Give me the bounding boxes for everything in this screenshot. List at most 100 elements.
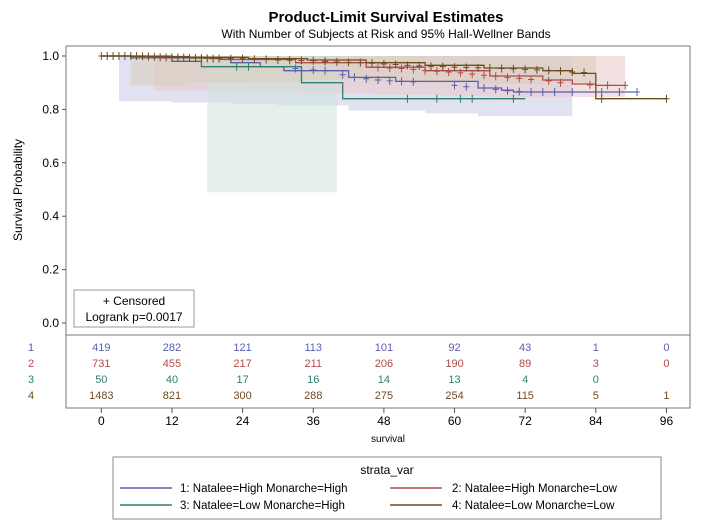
censor-mark-series-4 — [463, 63, 470, 72]
censor-mark-series-2 — [410, 65, 417, 74]
x-tick-label: 48 — [377, 414, 391, 428]
at-risk-row-label: 4 — [28, 390, 34, 402]
censor-mark-series-4 — [192, 54, 199, 63]
at-risk-value: 115 — [516, 390, 534, 402]
censor-mark-series-2 — [492, 72, 499, 81]
x-tick-label: 12 — [165, 414, 179, 428]
at-risk-value: 190 — [445, 358, 463, 370]
censor-mark-series-4 — [345, 58, 352, 67]
censor-mark-series-2 — [398, 64, 405, 73]
logrank-label: Logrank p=0.0017 — [85, 310, 182, 324]
censor-mark-series-1 — [528, 88, 535, 97]
censor-mark-series-2 — [557, 78, 564, 87]
y-tick-label: 0.2 — [42, 263, 59, 277]
censor-mark-series-4 — [157, 53, 164, 62]
censor-mark-series-4 — [104, 52, 111, 60]
censor-mark-series-1 — [463, 82, 470, 91]
x-tick-label: 0 — [98, 414, 105, 428]
censor-mark-series-1 — [598, 88, 605, 97]
censor-mark-series-4 — [427, 62, 434, 71]
censored-markers — [98, 52, 670, 103]
censor-mark-series-3 — [510, 94, 517, 103]
censor-mark-series-4 — [133, 52, 140, 60]
censor-mark-series-1 — [551, 88, 558, 97]
censor-mark-series-2 — [457, 68, 464, 77]
x-axis-ticks: 0 12 24 36 48 60 72 84 96 — [98, 408, 673, 428]
censor-mark-series-1 — [451, 81, 458, 90]
censor-mark-series-4 — [451, 63, 458, 72]
legend-title: strata_var — [360, 463, 413, 477]
censor-mark-series-4 — [522, 65, 529, 74]
censor-mark-series-1 — [504, 86, 511, 95]
censor-mark-series-1 — [480, 84, 487, 93]
censor-mark-series-4 — [533, 65, 540, 74]
censor-mark-series-1 — [616, 88, 623, 97]
confidence-bands — [119, 56, 626, 193]
at-risk-value: 89 — [519, 358, 531, 370]
censor-mark-series-2 — [422, 66, 429, 75]
censor-mark-series-4 — [369, 59, 376, 68]
censor-mark-series-1 — [398, 77, 405, 86]
censor-mark-series-1 — [339, 70, 346, 79]
censor-mark-series-1 — [516, 87, 523, 96]
censor-mark-series-4 — [127, 52, 134, 60]
censor-mark-series-3 — [457, 94, 464, 103]
censor-mark-series-4 — [439, 62, 446, 71]
censor-mark-series-4 — [204, 54, 211, 63]
censor-mark-series-4 — [510, 64, 517, 73]
censor-mark-series-4 — [475, 63, 482, 72]
legend-label-series-3: 3: Natalee=Low Monarche=High — [180, 500, 345, 512]
y-tick-label: 0.0 — [42, 316, 59, 330]
inset-box: + Censored Logrank p=0.0017 — [73, 289, 195, 328]
y-tick-label: 0.4 — [42, 209, 59, 223]
censor-mark-series-2 — [586, 80, 593, 89]
censor-mark-series-1 — [375, 76, 381, 85]
chart-subtitle: With Number of Subjects at Risk and 95% … — [221, 27, 550, 41]
at-risk-frame — [65, 334, 691, 409]
censor-mark-series-4 — [115, 52, 122, 60]
censor-mark-series-3 — [245, 62, 252, 71]
band-series-3 — [207, 56, 337, 193]
x-tick-label: 60 — [448, 414, 462, 428]
x-axis-label: survival — [371, 434, 405, 445]
legend-frame — [112, 456, 662, 520]
censor-mark-series-4 — [163, 53, 170, 62]
censor-mark-series-4 — [557, 66, 564, 75]
x-tick-label: 84 — [589, 414, 603, 428]
censor-mark-series-4 — [210, 54, 217, 63]
censor-mark-series-2 — [445, 68, 452, 77]
y-axis-label: Survival Probability — [11, 139, 25, 241]
censor-mark-series-4 — [298, 56, 305, 65]
censor-mark-series-4 — [581, 68, 588, 77]
censor-mark-series-4 — [174, 53, 181, 62]
at-risk-value: 3 — [593, 358, 599, 370]
at-risk-value: 731 — [92, 358, 110, 370]
at-risk-value: 211 — [304, 358, 322, 370]
at-risk-row-label: 3 — [28, 374, 34, 386]
at-risk-value: 1 — [663, 390, 669, 402]
at-risk-value: 101 — [375, 342, 393, 354]
at-risk-value: 0 — [663, 358, 669, 370]
censor-mark-series-2 — [433, 67, 440, 76]
at-risk-value: 254 — [445, 390, 463, 402]
censor-mark-series-4 — [151, 52, 158, 61]
censor-mark-series-4 — [392, 60, 399, 69]
censor-mark-series-4 — [663, 94, 670, 103]
censor-mark-series-4 — [139, 52, 146, 61]
censor-mark-series-1 — [322, 66, 329, 75]
censor-mark-series-3 — [404, 94, 411, 103]
censor-mark-series-2 — [545, 76, 552, 85]
at-risk-value: 14 — [378, 374, 390, 386]
at-risk-value: 821 — [163, 390, 181, 402]
censor-mark-series-4 — [180, 53, 187, 62]
censor-mark-series-4 — [545, 66, 552, 75]
censor-mark-series-4 — [486, 64, 493, 73]
censor-mark-series-2 — [528, 75, 535, 84]
chart-title: Product-Limit Survival Estimates — [268, 9, 503, 26]
at-risk-value: 300 — [233, 390, 251, 402]
x-tick-label: 96 — [660, 414, 674, 428]
censor-mark-series-1 — [310, 65, 317, 74]
censor-mark-series-4 — [98, 52, 105, 60]
x-tick-label: 24 — [236, 414, 250, 428]
at-risk-table: 1 419 282 121 113 101 92 43 1 02 731 455 217 211 206 19… — [28, 342, 670, 402]
